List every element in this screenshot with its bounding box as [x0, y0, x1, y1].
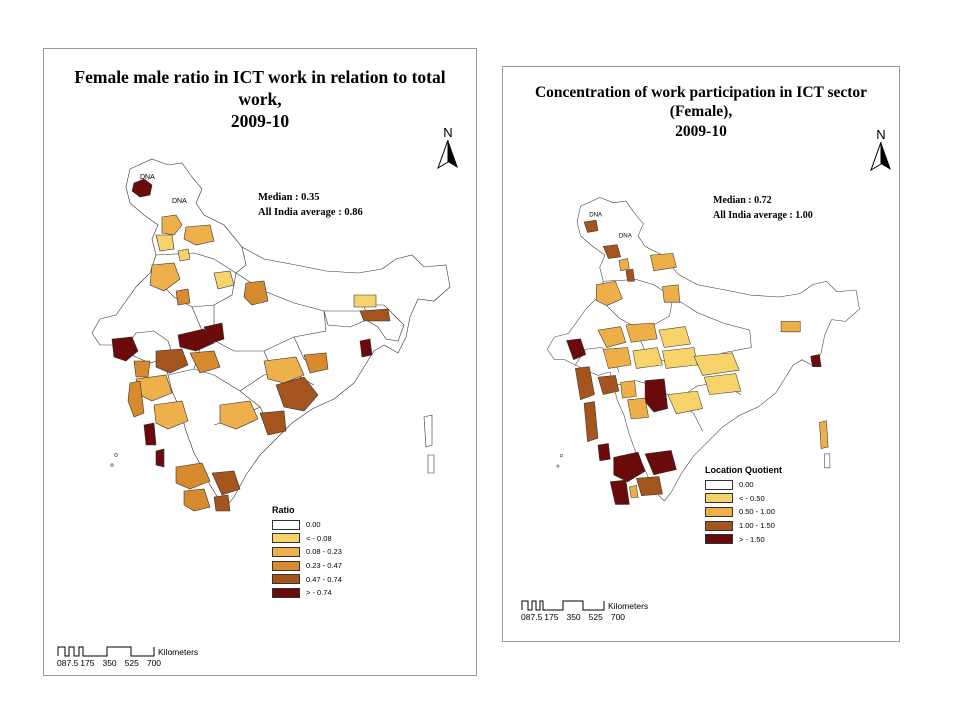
map-panel-ratio: Female male ratio in ICT work in relatio… — [43, 48, 477, 676]
legend-swatch — [272, 519, 300, 530]
scale-units: Kilometers — [158, 647, 199, 657]
legend-label: > - 0.74 — [306, 588, 332, 598]
legend-label: 0.00 — [306, 520, 321, 530]
median-value: Median : 0.72 — [713, 195, 772, 206]
legend-label: 1.00 - 1.50 — [739, 521, 775, 531]
legend-label: < - 0.50 — [739, 493, 765, 503]
scale-bar-icon — [57, 646, 155, 657]
legend-item: 0.00 — [272, 518, 342, 532]
scale-tick: 87.5 — [525, 612, 543, 622]
legend-label: 0.08 - 0.23 — [306, 547, 342, 557]
legend-title: Ratio — [272, 505, 295, 515]
scale-tick: 525 — [124, 658, 139, 668]
scale-bar-icon — [521, 600, 605, 611]
legend-label: > - 1.50 — [739, 534, 765, 544]
svg-text:DNA: DNA — [619, 233, 633, 240]
scale-tick: 350 — [102, 658, 117, 668]
map-title: Concentration of work participation in I… — [507, 83, 895, 141]
map-title: Female male ratio in ICT work in relatio… — [54, 67, 466, 133]
median-value: Median : 0.35 — [258, 192, 320, 203]
india-district-map: DNA DNA — [91, 158, 451, 512]
average-value: All India average : 1.00 — [713, 209, 813, 221]
legend-item: 1.00 - 1.50 — [705, 519, 782, 533]
legend-label: 0.23 - 0.47 — [306, 561, 342, 571]
legend-swatch — [272, 560, 300, 571]
svg-text:DNA: DNA — [589, 212, 603, 219]
legend-label: < - 0.08 — [306, 533, 332, 543]
legend-swatch — [705, 479, 733, 490]
legend-item: > - 0.74 — [272, 586, 342, 600]
scale-bar: Kilometers 0 87.5 175 350 525 700 — [57, 645, 198, 668]
map-title-line1: Concentration of work participation in I… — [534, 84, 868, 121]
map-title-line2: 2009-10 — [230, 110, 290, 131]
scale-tick: 87.5 — [61, 658, 79, 668]
north-arrow-icon: N — [869, 127, 893, 177]
north-label: N — [443, 125, 453, 140]
scale-tick: 175 — [544, 612, 559, 622]
legend-item: > - 1.50 — [705, 532, 782, 546]
legend-label: 0.00 — [739, 480, 754, 490]
legend-swatch — [705, 534, 733, 545]
map-title-line1: Female male ratio in ICT work in relatio… — [74, 67, 446, 109]
legend-swatch — [705, 493, 733, 504]
scale-tick: 700 — [610, 612, 626, 622]
map-stats: Median : 0.72 All India average : 1.00 — [713, 194, 813, 223]
svg-text:DNA: DNA — [172, 198, 187, 205]
legend-swatch — [272, 533, 300, 544]
legend-item: 0.50 - 1.00 — [705, 505, 782, 519]
scale-tick: 0 — [57, 658, 62, 668]
map-stats: Median : 0.35 All India average : 0.86 — [258, 190, 363, 220]
map-legend: Ratio 0.00 < - 0.08 0.08 - 0.23 0.23 - 0… — [272, 505, 342, 600]
legend-title: Location Quotient — [705, 465, 782, 475]
legend-label: 0.47 - 0.74 — [306, 574, 342, 584]
map-panel-location-quotient: Concentration of work participation in I… — [502, 66, 900, 642]
legend-swatch — [705, 506, 733, 517]
legend-item: < - 0.50 — [705, 492, 782, 506]
north-label: N — [876, 127, 886, 142]
legend-swatch — [272, 574, 300, 585]
scale-bar: Kilometers 0 87.5 175 350 525 700 — [521, 599, 648, 622]
scale-tick: 0 — [521, 612, 526, 622]
scale-tick: 175 — [80, 658, 95, 668]
legend-item: 0.00 — [705, 478, 782, 492]
north-arrow-icon: N — [436, 125, 460, 175]
legend-item: < - 0.08 — [272, 532, 342, 546]
scale-tick: 700 — [146, 658, 162, 668]
scale-tick: 350 — [566, 612, 581, 622]
scale-tick: 525 — [588, 612, 603, 622]
map-title-line2: 2009-10 — [675, 122, 727, 140]
india-district-map: DNA DNA — [547, 197, 860, 505]
legend-swatch — [272, 587, 300, 598]
average-value: All India average : 0.86 — [258, 207, 363, 219]
svg-text:DNA: DNA — [140, 174, 155, 181]
legend-label: 0.50 - 1.00 — [739, 507, 775, 517]
legend-swatch — [705, 520, 733, 531]
legend-item: 0.47 - 0.74 — [272, 572, 342, 586]
map-legend: Location Quotient 0.00 < - 0.50 0.50 - 1… — [705, 465, 782, 546]
legend-swatch — [272, 546, 300, 557]
scale-units: Kilometers — [608, 601, 649, 611]
legend-item: 0.23 - 0.47 — [272, 559, 342, 573]
legend-item: 0.08 - 0.23 — [272, 545, 342, 559]
